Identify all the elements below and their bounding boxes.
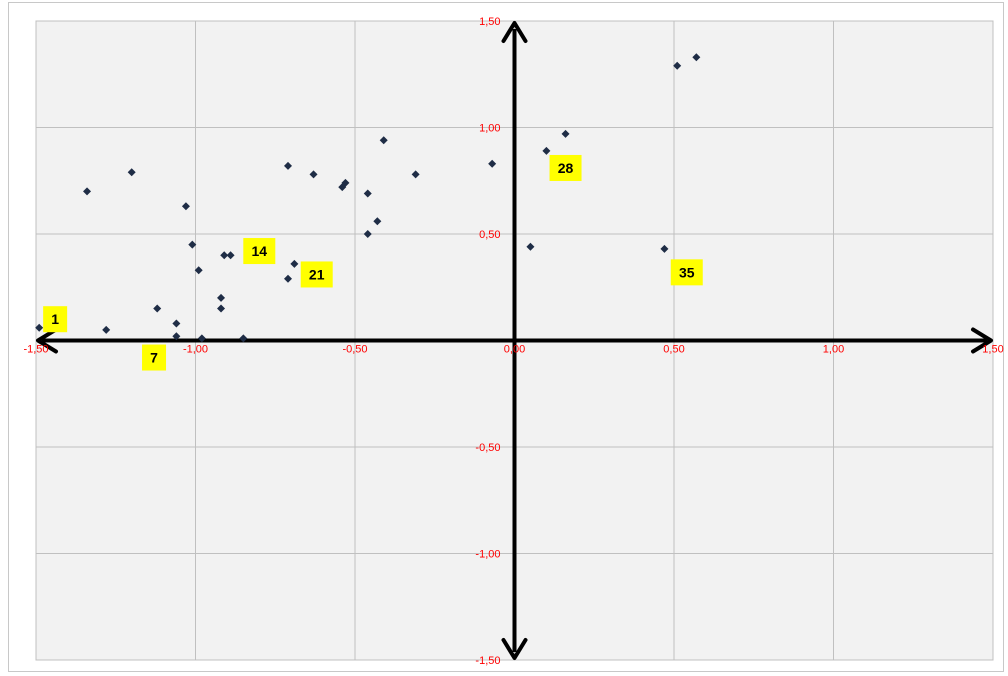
y-tick-label: -1,50 <box>475 655 500 667</box>
data-point <box>197 334 206 343</box>
y-tick-label: 1,00 <box>479 123 500 135</box>
data-point <box>181 202 190 211</box>
tick-labels: -1,50 -1,00 -0,50 0,00 0,50 1,00 1,50 1,50 1,00 0… <box>23 16 1003 667</box>
data-point <box>220 251 229 260</box>
point-callouts: 1 7 14 21 28 35 <box>43 154 703 371</box>
callout-box <box>670 259 703 286</box>
y-tick-label: 0,50 <box>479 229 500 241</box>
data-point <box>363 189 372 198</box>
callout-box <box>142 344 167 371</box>
data-point <box>127 168 136 177</box>
x-tick-label: -1,50 <box>23 344 48 356</box>
y-tick-label: 1,50 <box>479 16 500 28</box>
data-point <box>217 293 226 302</box>
data-point <box>561 129 570 138</box>
data-point <box>379 136 388 145</box>
data-point <box>363 230 372 238</box>
data-point <box>83 187 92 196</box>
data-point <box>341 178 350 187</box>
callout-box <box>43 306 68 333</box>
x-tick-label: 1,50 <box>982 344 1003 356</box>
y-tick-label: -1,00 <box>475 549 500 561</box>
data-point <box>194 266 203 275</box>
data-points <box>35 53 701 343</box>
callout-box <box>243 238 276 265</box>
data-point <box>226 251 235 260</box>
callout-label: 35 <box>679 264 695 280</box>
data-point <box>309 170 318 179</box>
data-point <box>188 240 197 249</box>
data-point <box>488 159 497 168</box>
chart-frame <box>8 2 1004 672</box>
data-point <box>290 259 299 268</box>
data-point <box>102 325 111 334</box>
data-point <box>411 170 420 179</box>
x-tick-label: 0,50 <box>663 344 684 356</box>
x-tick-label: -0,50 <box>342 344 367 356</box>
callout-box <box>300 261 333 288</box>
callout-label: 21 <box>309 266 325 282</box>
data-point <box>172 332 181 341</box>
data-point <box>284 274 293 283</box>
data-point <box>526 242 535 251</box>
y-axis-arrow-up <box>501 21 528 43</box>
data-point <box>692 53 701 62</box>
x-tick-label: -1,00 <box>183 344 208 356</box>
y-axis-arrow-down <box>501 638 528 660</box>
x-axis-arrow-left <box>36 327 58 354</box>
data-point <box>542 146 551 155</box>
x-tick-label: 0,00 <box>504 344 525 356</box>
data-point <box>673 61 682 70</box>
callout-label: 1 <box>51 311 59 327</box>
data-point <box>239 334 248 343</box>
data-point <box>284 161 293 170</box>
data-point <box>217 304 226 313</box>
data-point <box>660 244 669 253</box>
axes <box>36 21 993 660</box>
x-tick-label: 1,00 <box>823 344 844 356</box>
data-point <box>172 319 181 328</box>
callout-label: 7 <box>150 350 158 366</box>
data-point <box>153 304 162 313</box>
y-tick-label: -0,50 <box>475 442 500 454</box>
callout-label: 14 <box>252 243 268 259</box>
data-point <box>35 323 44 332</box>
callout-box <box>549 154 582 181</box>
x-axis-arrow-right <box>971 327 993 354</box>
data-point <box>373 217 382 226</box>
callout-label: 28 <box>558 160 574 176</box>
